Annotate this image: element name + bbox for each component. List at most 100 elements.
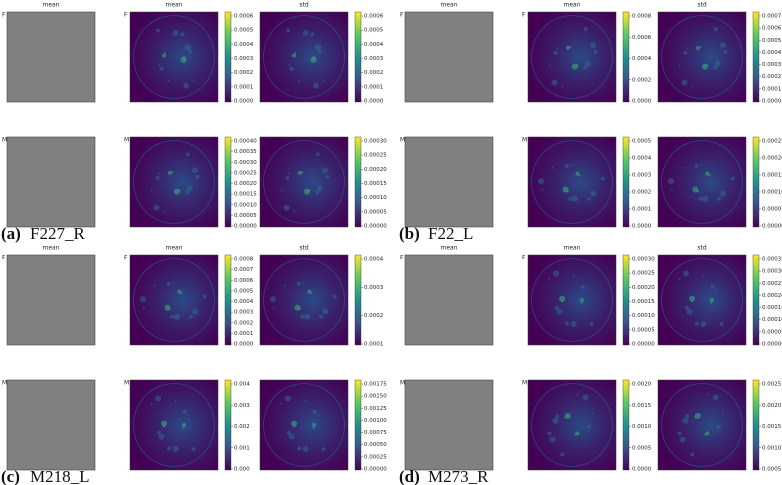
heatmap-ring [133, 383, 215, 467]
heatmap [259, 379, 349, 471]
heatmap-spot [587, 196, 592, 201]
heatmap-spot [313, 82, 320, 89]
heatmap [657, 379, 747, 471]
colorbar-tick-label: 0.0002 [364, 70, 383, 76]
column-title: mean [165, 2, 182, 9]
colorbar-tick-label: 0.0001 [762, 86, 781, 92]
heatmap-spot [294, 304, 301, 311]
heatmap-spot [303, 188, 310, 195]
heatmap-spot [580, 284, 585, 289]
heatmap-spot [705, 431, 710, 436]
heatmap-spot [315, 152, 320, 157]
colorbar-tick-label: 0.00000 [364, 224, 387, 230]
colorbar-tick-label: 0.0006 [632, 35, 652, 41]
heatmap-spot [185, 152, 190, 157]
heatmap-spot [565, 45, 570, 50]
heatmap-spot [192, 167, 199, 174]
heatmap-spot [549, 436, 556, 443]
heatmap [129, 379, 219, 471]
heatmap-spot [312, 409, 317, 414]
heatmap-spot [164, 304, 171, 311]
heatmap-spot [565, 321, 570, 326]
colorbar-tick-label: 0.00005 [762, 207, 782, 213]
heatmap-spot [553, 50, 558, 55]
heatmap-spot [150, 189, 153, 192]
colorbar-tick-label: 0.00020 [762, 293, 782, 299]
heatmap-spot [700, 164, 703, 167]
heatmap-spot [690, 452, 695, 457]
heatmap-spot [310, 32, 315, 37]
heatmap-spot [283, 284, 286, 287]
colorbar-tick-label: 0.0006 [762, 26, 782, 32]
heatmap-spot [314, 44, 321, 51]
heatmap-spot [186, 185, 193, 192]
colorbar-tick-label: 0.00020 [632, 285, 655, 291]
heatmap-spot [304, 313, 311, 320]
column-title: mean [440, 2, 457, 9]
colorbar-tick-label: 0.0008 [234, 257, 254, 263]
heatmap-spot [692, 186, 699, 193]
colorbar-tick-label: 0.0008 [632, 14, 652, 20]
heatmap-spot [569, 46, 572, 49]
heatmap-spot [576, 393, 579, 396]
caption-name: M273_R [428, 467, 489, 485]
heatmap-spot [156, 430, 161, 435]
heatmap-spot [712, 394, 719, 401]
mean-image [404, 11, 494, 103]
colorbar-tick-label: 0.00035 [234, 149, 257, 155]
heatmap-spot [158, 172, 161, 175]
colorbar-tick-label: 0.0010 [632, 424, 652, 430]
colorbar-tick-label: 0.0015 [632, 403, 652, 409]
heatmap [129, 136, 219, 228]
heatmap-spot [183, 82, 190, 89]
colorbar-tick-label: 0.00025 [364, 153, 387, 159]
column-title: mean [165, 245, 182, 252]
colorbar-tick-label: 0.00175 [364, 382, 387, 388]
colorbar [752, 379, 760, 471]
caption-label: (a) [1, 224, 21, 243]
caption-name: F22_L [428, 224, 473, 243]
heatmap-spot [189, 314, 194, 319]
colorbar [752, 11, 760, 103]
heatmap-spot [570, 164, 573, 167]
heatmap-spot [578, 174, 581, 177]
heatmap-spot [182, 409, 187, 414]
heatmap-ring [133, 258, 215, 342]
heatmap-spot [701, 63, 708, 70]
colorbar-tick-label: 0.0001 [234, 331, 253, 337]
colorbar-tick-label: 0.00010 [234, 202, 257, 208]
column-title: std [299, 2, 308, 9]
colorbar-tick-label: 0.0000 [632, 99, 652, 105]
row-label: F [2, 255, 6, 262]
colorbar-tick-label: 0.003 [234, 403, 250, 409]
heatmap-spot [316, 414, 319, 417]
heatmap-spot [678, 277, 681, 280]
colorbar-tick-label: 0.0005 [762, 467, 782, 473]
heatmap-spot [285, 28, 290, 33]
heatmap-spot [691, 85, 694, 88]
heatmap-spot [600, 176, 605, 181]
column-title: std [299, 245, 308, 252]
heatmap-spot [583, 65, 588, 70]
colorbar-tick-label: 0.00015 [762, 305, 782, 311]
colorbar-tick-label: 0.0005 [234, 28, 254, 34]
heatmap-spot [562, 186, 569, 193]
colorbar-tick-label: 0.001 [234, 445, 250, 451]
colorbar [622, 254, 630, 346]
row-label: F [400, 12, 404, 19]
heatmap-spot [551, 79, 558, 86]
colorbar-tick-label: 0.00020 [234, 181, 257, 187]
heatmap-ring [531, 383, 613, 467]
heatmap-spot [322, 308, 329, 315]
heatmap-spot [716, 430, 719, 433]
heatmap-spot [561, 85, 564, 88]
colorbar-tick-label: 0.0004 [234, 299, 254, 305]
colorbar [224, 136, 232, 228]
mean-image [6, 136, 96, 228]
heatmap-spot [677, 431, 682, 436]
colorbar-tick-label: 0.00010 [364, 195, 387, 201]
heatmap-spot [180, 56, 187, 63]
colorbar-tick-label: 0.0002 [632, 77, 651, 83]
heatmap-spot [280, 189, 283, 192]
heatmap-spot [192, 80, 195, 83]
